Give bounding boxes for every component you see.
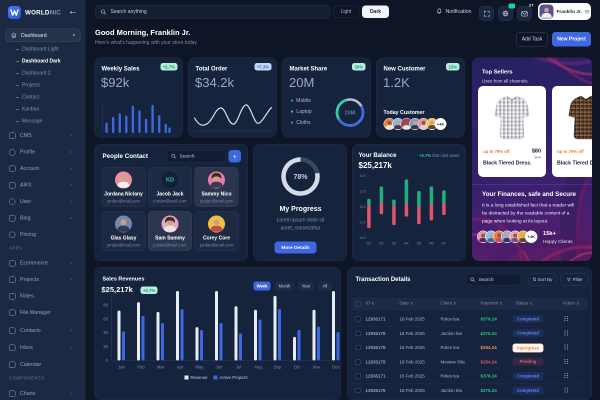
svg-text:Revenue: Revenue [191, 375, 209, 380]
svg-text:Active Projects: Active Projects [220, 375, 248, 380]
svg-text:20: 20 [103, 344, 108, 349]
svg-text:May: May [195, 365, 204, 370]
svg-text:Jun: Jun [216, 365, 223, 370]
svg-text:Jan: Jan [118, 365, 125, 370]
svg-text:Oct: Oct [294, 365, 301, 370]
svg-text:60: 60 [103, 316, 108, 321]
svg-text:Jul: Jul [236, 365, 241, 370]
svg-text:-2.0: -2.0 [359, 219, 367, 224]
svg-text:Nov: Nov [313, 365, 321, 370]
svg-text:01: 01 [367, 241, 372, 246]
svg-text:Dec: Dec [332, 365, 340, 370]
svg-text:Aug: Aug [254, 365, 262, 370]
svg-text:0: 0 [106, 358, 109, 363]
svg-text:04: 04 [404, 241, 409, 246]
svg-text:06: 06 [429, 241, 434, 246]
svg-text:100: 100 [101, 289, 109, 294]
svg-text:78%: 78% [293, 174, 308, 181]
svg-text:05: 05 [417, 241, 422, 246]
svg-text:Sep: Sep [274, 365, 282, 370]
svg-text:Apr: Apr [177, 365, 184, 370]
svg-text:07: 07 [442, 241, 447, 246]
svg-text:20M: 20M [345, 111, 356, 117]
svg-text:80: 80 [103, 302, 108, 307]
svg-text:Mar: Mar [157, 365, 165, 370]
svg-text:03: 03 [392, 241, 397, 246]
svg-text:-4.0: -4.0 [359, 235, 367, 240]
svg-text:40: 40 [103, 330, 108, 335]
svg-text:0.0: 0.0 [360, 204, 366, 209]
svg-text:2.0: 2.0 [360, 188, 366, 193]
svg-text:02: 02 [379, 241, 384, 246]
svg-text:Feb: Feb [137, 365, 145, 370]
svg-text:4.0: 4.0 [360, 175, 366, 178]
